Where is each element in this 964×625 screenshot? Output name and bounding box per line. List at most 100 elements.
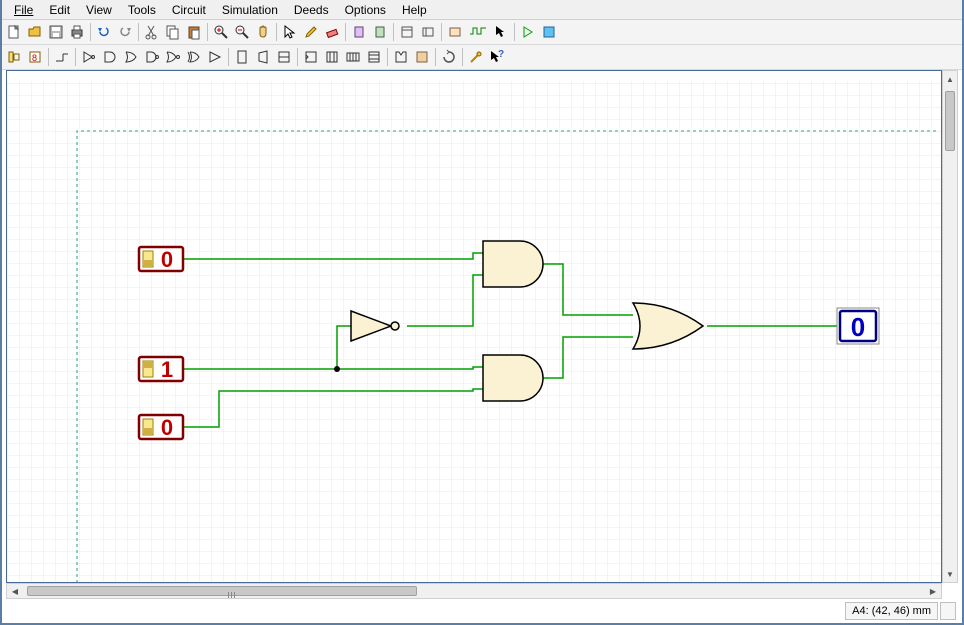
help-icon <box>493 24 509 40</box>
comp-nor-button[interactable] <box>163 47 183 67</box>
rom-icon <box>414 49 430 65</box>
redo-button[interactable] <box>115 22 135 42</box>
xor-gate-icon <box>186 49 202 65</box>
separator <box>297 48 298 66</box>
select-button[interactable] <box>280 22 300 42</box>
cut-button[interactable] <box>142 22 162 42</box>
pan-button[interactable] <box>253 22 273 42</box>
test-button[interactable] <box>466 47 486 67</box>
menu-view[interactable]: View <box>78 1 120 19</box>
toolbar-components: 8 ? <box>2 45 962 70</box>
undo-button[interactable] <box>94 22 114 42</box>
menu-file[interactable]: File <box>6 1 41 19</box>
and-gate[interactable] <box>483 355 543 401</box>
zoom-out-icon <box>234 24 250 40</box>
whats-this-button[interactable]: ? <box>487 47 507 67</box>
menu-simulation[interactable]: Simulation <box>214 1 286 19</box>
comp-wire-button[interactable] <box>52 47 72 67</box>
component-button-4[interactable] <box>418 22 438 42</box>
open-file-button[interactable] <box>25 22 45 42</box>
eraser-icon <box>324 24 340 40</box>
separator <box>345 23 346 41</box>
comp-mux-button[interactable] <box>232 47 252 67</box>
menu-tools[interactable]: Tools <box>120 1 164 19</box>
comp-memory-button[interactable] <box>364 47 384 67</box>
run-button[interactable] <box>518 22 538 42</box>
comp-display-button[interactable]: 8 <box>25 47 45 67</box>
new-file-icon <box>6 24 22 40</box>
help-button[interactable] <box>491 22 511 42</box>
menu-help[interactable]: Help <box>394 1 435 19</box>
switch-icon <box>6 49 22 65</box>
circuit-canvas[interactable]: 0 1 0 0 <box>7 71 941 582</box>
comp-alu-button[interactable] <box>391 47 411 67</box>
menu-edit[interactable]: Edit <box>41 1 78 19</box>
comp-buffer-button[interactable] <box>205 47 225 67</box>
separator <box>276 23 277 41</box>
save-button[interactable] <box>46 22 66 42</box>
play-icon <box>520 24 536 40</box>
comp-nand-button[interactable] <box>142 47 162 67</box>
component-button-5[interactable] <box>445 22 465 42</box>
scroll-up-icon[interactable]: ▲ <box>943 71 957 87</box>
svg-text:8: 8 <box>32 53 37 63</box>
new-file-button[interactable] <box>4 22 24 42</box>
comp-xor-button[interactable] <box>184 47 204 67</box>
copy-icon <box>165 24 181 40</box>
horizontal-scrollbar[interactable]: ◀ ▶ <box>6 583 942 599</box>
paste-button[interactable] <box>184 22 204 42</box>
separator <box>48 48 49 66</box>
component-button-1[interactable] <box>349 22 369 42</box>
scroll-down-icon[interactable]: ▼ <box>943 566 957 582</box>
component-button-3[interactable] <box>397 22 417 42</box>
input-switch[interactable]: 1 <box>139 357 183 382</box>
menu-options[interactable]: Options <box>337 1 394 19</box>
scrollbar-thumb[interactable] <box>27 586 417 596</box>
timing-button[interactable] <box>466 22 490 42</box>
hand-icon <box>255 24 271 40</box>
status-coordinates: A4: (42, 46) mm <box>845 602 938 620</box>
scroll-right-icon[interactable]: ▶ <box>925 584 941 598</box>
rotate-button[interactable] <box>439 47 459 67</box>
nand-gate-icon <box>144 49 160 65</box>
and-gate[interactable] <box>483 241 543 287</box>
print-button[interactable] <box>67 22 87 42</box>
comp-register-button[interactable] <box>322 47 342 67</box>
canvas-viewport: 0 1 0 0 <box>6 70 942 583</box>
comp-decoder-button[interactable] <box>274 47 294 67</box>
waveform-icon <box>468 24 488 40</box>
comp-not-button[interactable] <box>79 47 99 67</box>
stop-button[interactable] <box>539 22 559 42</box>
save-icon <box>48 24 64 40</box>
scroll-left-icon[interactable]: ◀ <box>7 584 23 598</box>
cut-icon <box>144 24 160 40</box>
output-display[interactable]: 0 <box>837 308 879 344</box>
block-icon <box>255 49 271 65</box>
separator <box>462 48 463 66</box>
memory-icon <box>366 49 382 65</box>
input-switch[interactable]: 0 <box>139 247 183 272</box>
menu-deeds[interactable]: Deeds <box>286 1 337 19</box>
zoom-in-button[interactable] <box>211 22 231 42</box>
svg-text:0: 0 <box>161 247 173 272</box>
comp-switch-button[interactable] <box>4 47 24 67</box>
comp-counter-button[interactable] <box>343 47 363 67</box>
input-switch[interactable]: 0 <box>139 415 183 440</box>
vertical-scrollbar[interactable]: ▲ ▼ <box>942 70 958 583</box>
separator <box>207 23 208 41</box>
comp-ff-button[interactable] <box>301 47 321 67</box>
status-spacer <box>940 602 956 620</box>
wire-icon <box>54 49 70 65</box>
comp-demux-button[interactable] <box>253 47 273 67</box>
wire-button[interactable] <box>301 22 321 42</box>
menu-circuit[interactable]: Circuit <box>164 1 214 19</box>
scrollbar-thumb[interactable] <box>945 91 955 151</box>
component-button-2[interactable] <box>370 22 390 42</box>
zoom-out-button[interactable] <box>232 22 252 42</box>
comp-and-button[interactable] <box>100 47 120 67</box>
copy-button[interactable] <box>163 22 183 42</box>
delete-button[interactable] <box>322 22 342 42</box>
probe-icon <box>468 49 484 65</box>
comp-or-button[interactable] <box>121 47 141 67</box>
comp-rom-button[interactable] <box>412 47 432 67</box>
